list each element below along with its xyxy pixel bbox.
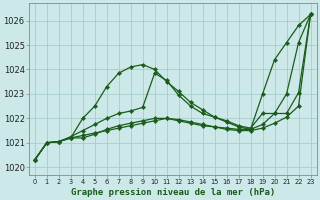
X-axis label: Graphe pression niveau de la mer (hPa): Graphe pression niveau de la mer (hPa) — [70, 188, 275, 197]
